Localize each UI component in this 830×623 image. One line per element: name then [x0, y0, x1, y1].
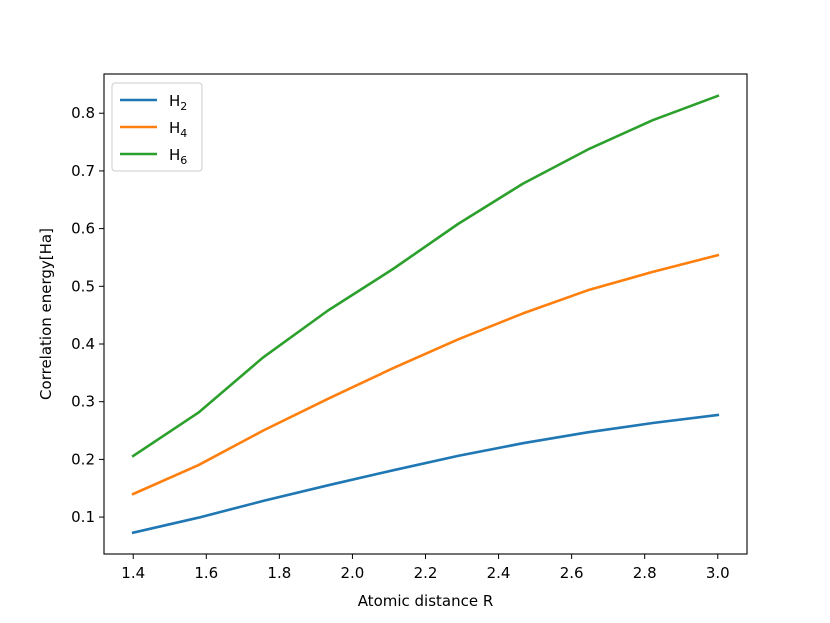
x-tick-label: 1.8 [267, 564, 291, 582]
x-tick-label: 3.0 [706, 564, 730, 582]
series-line-h4 [131, 253, 720, 496]
series-line-h6 [131, 94, 720, 458]
x-axis: 1.4 1.6 1.8 2.0 2.2 2.4 2.6 2.8 3.0 [121, 554, 730, 582]
y-axis: 0.1 0.2 0.3 0.4 0.5 0.6 0.7 0.8 [71, 104, 104, 526]
legend-entry: H4 [169, 119, 187, 140]
y-tick-label: 0.3 [71, 393, 95, 411]
series-line-h2 [131, 413, 720, 535]
x-tick-label: 2.6 [560, 564, 584, 582]
y-tick-label: 0.5 [71, 277, 95, 295]
y-tick-label: 0.6 [71, 220, 95, 238]
legend-entry: H6 [169, 146, 187, 167]
series-layer [131, 94, 720, 535]
x-tick-label: 2.0 [341, 564, 365, 582]
legend-entry: H2 [169, 92, 187, 113]
x-tick-label: 2.4 [487, 564, 511, 582]
y-tick-label: 0.1 [71, 508, 95, 526]
y-tick-label: 0.4 [71, 335, 95, 353]
y-axis-label: Correlation energy[Ha] [37, 228, 55, 400]
x-tick-label: 2.2 [414, 564, 438, 582]
y-tick-label: 0.8 [71, 104, 95, 122]
x-tick-label: 1.6 [194, 564, 218, 582]
x-tick-label: 2.8 [633, 564, 657, 582]
x-axis-label: Atomic distance R [358, 592, 494, 610]
y-tick-label: 0.2 [71, 450, 95, 468]
axes-frame [103, 73, 748, 555]
x-tick-label: 1.4 [121, 564, 145, 582]
y-tick-label: 0.7 [71, 162, 95, 180]
legend: H2 H4 H6 [111, 82, 203, 172]
